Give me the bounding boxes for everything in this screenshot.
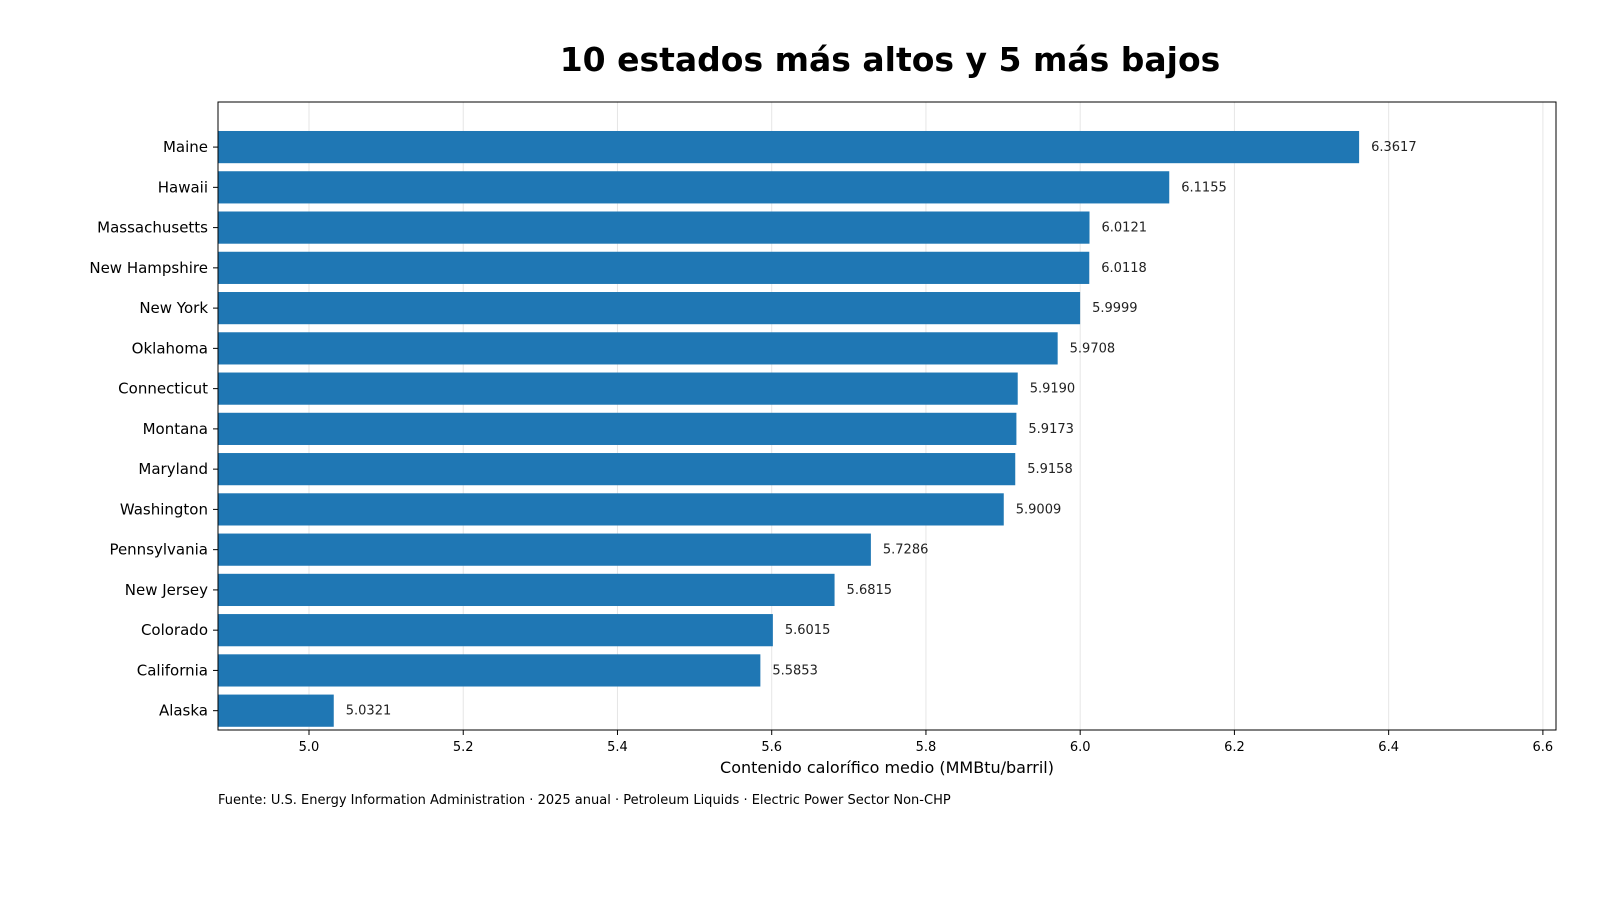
x-tick-label: 5.8 (916, 740, 937, 755)
x-tick-label: 5.0 (299, 740, 320, 755)
category-label: Hawaii (158, 178, 208, 196)
chart-title: 10 estados más altos y 5 más bajos (559, 40, 1221, 79)
bar (218, 412, 1017, 445)
bar (218, 372, 1018, 405)
bar (218, 493, 1004, 526)
value-label: 5.7286 (883, 543, 929, 558)
category-label: Connecticut (118, 380, 208, 398)
plot-frame (217, 101, 1557, 731)
x-tick-label: 5.2 (453, 740, 474, 755)
value-label: 6.1155 (1181, 180, 1227, 195)
category-label: Alaska (159, 702, 208, 720)
bar (218, 211, 1090, 244)
category-label: Pennsylvania (109, 541, 208, 559)
category-label: Maine (163, 138, 208, 156)
category-label: Montana (143, 420, 208, 438)
value-label: 6.0121 (1102, 221, 1148, 236)
category-label: Washington (120, 500, 208, 518)
value-label: 5.9173 (1028, 422, 1074, 437)
bar (218, 130, 1360, 164)
category-label: Massachusetts (97, 219, 208, 237)
category-label: California (137, 661, 208, 679)
bar (218, 533, 871, 566)
bar (218, 292, 1081, 325)
value-label: 6.3617 (1371, 140, 1417, 155)
value-label: 5.9190 (1030, 382, 1076, 397)
value-label: 5.9999 (1092, 301, 1138, 316)
x-axis-label: Contenido calorífico medio (MMBtu/barril… (720, 758, 1054, 777)
bar (218, 251, 1090, 284)
category-label: Colorado (141, 621, 208, 639)
value-label: 5.9158 (1027, 462, 1073, 477)
x-tick-label: 5.6 (761, 740, 782, 755)
value-label: 6.0118 (1101, 261, 1147, 276)
value-label: 5.9009 (1016, 502, 1061, 517)
value-label: 5.9708 (1070, 341, 1116, 356)
x-tick-label: 6.4 (1378, 740, 1399, 755)
x-tick-label: 6.6 (1533, 740, 1554, 755)
bar (218, 654, 761, 687)
bar (218, 573, 835, 607)
value-label: 5.6015 (785, 623, 831, 638)
category-label: New York (139, 299, 208, 317)
category-label: Maryland (138, 460, 208, 478)
x-tick-label: 6.2 (1224, 740, 1245, 755)
value-label: 5.6815 (847, 583, 893, 598)
category-label: New Hampshire (89, 259, 208, 277)
bar (218, 171, 1170, 204)
value-label: 5.5853 (772, 663, 818, 678)
x-tick-label: 5.4 (607, 740, 628, 755)
category-label: Oklahoma (132, 339, 208, 357)
source-note: Fuente: U.S. Energy Information Administ… (218, 793, 951, 808)
x-tick-label: 6.0 (1070, 740, 1091, 755)
value-label: 5.0321 (346, 704, 392, 719)
category-label: New Jersey (125, 581, 208, 599)
bar (218, 694, 334, 727)
bar (218, 453, 1016, 486)
bar (218, 614, 773, 647)
bar (218, 332, 1058, 365)
